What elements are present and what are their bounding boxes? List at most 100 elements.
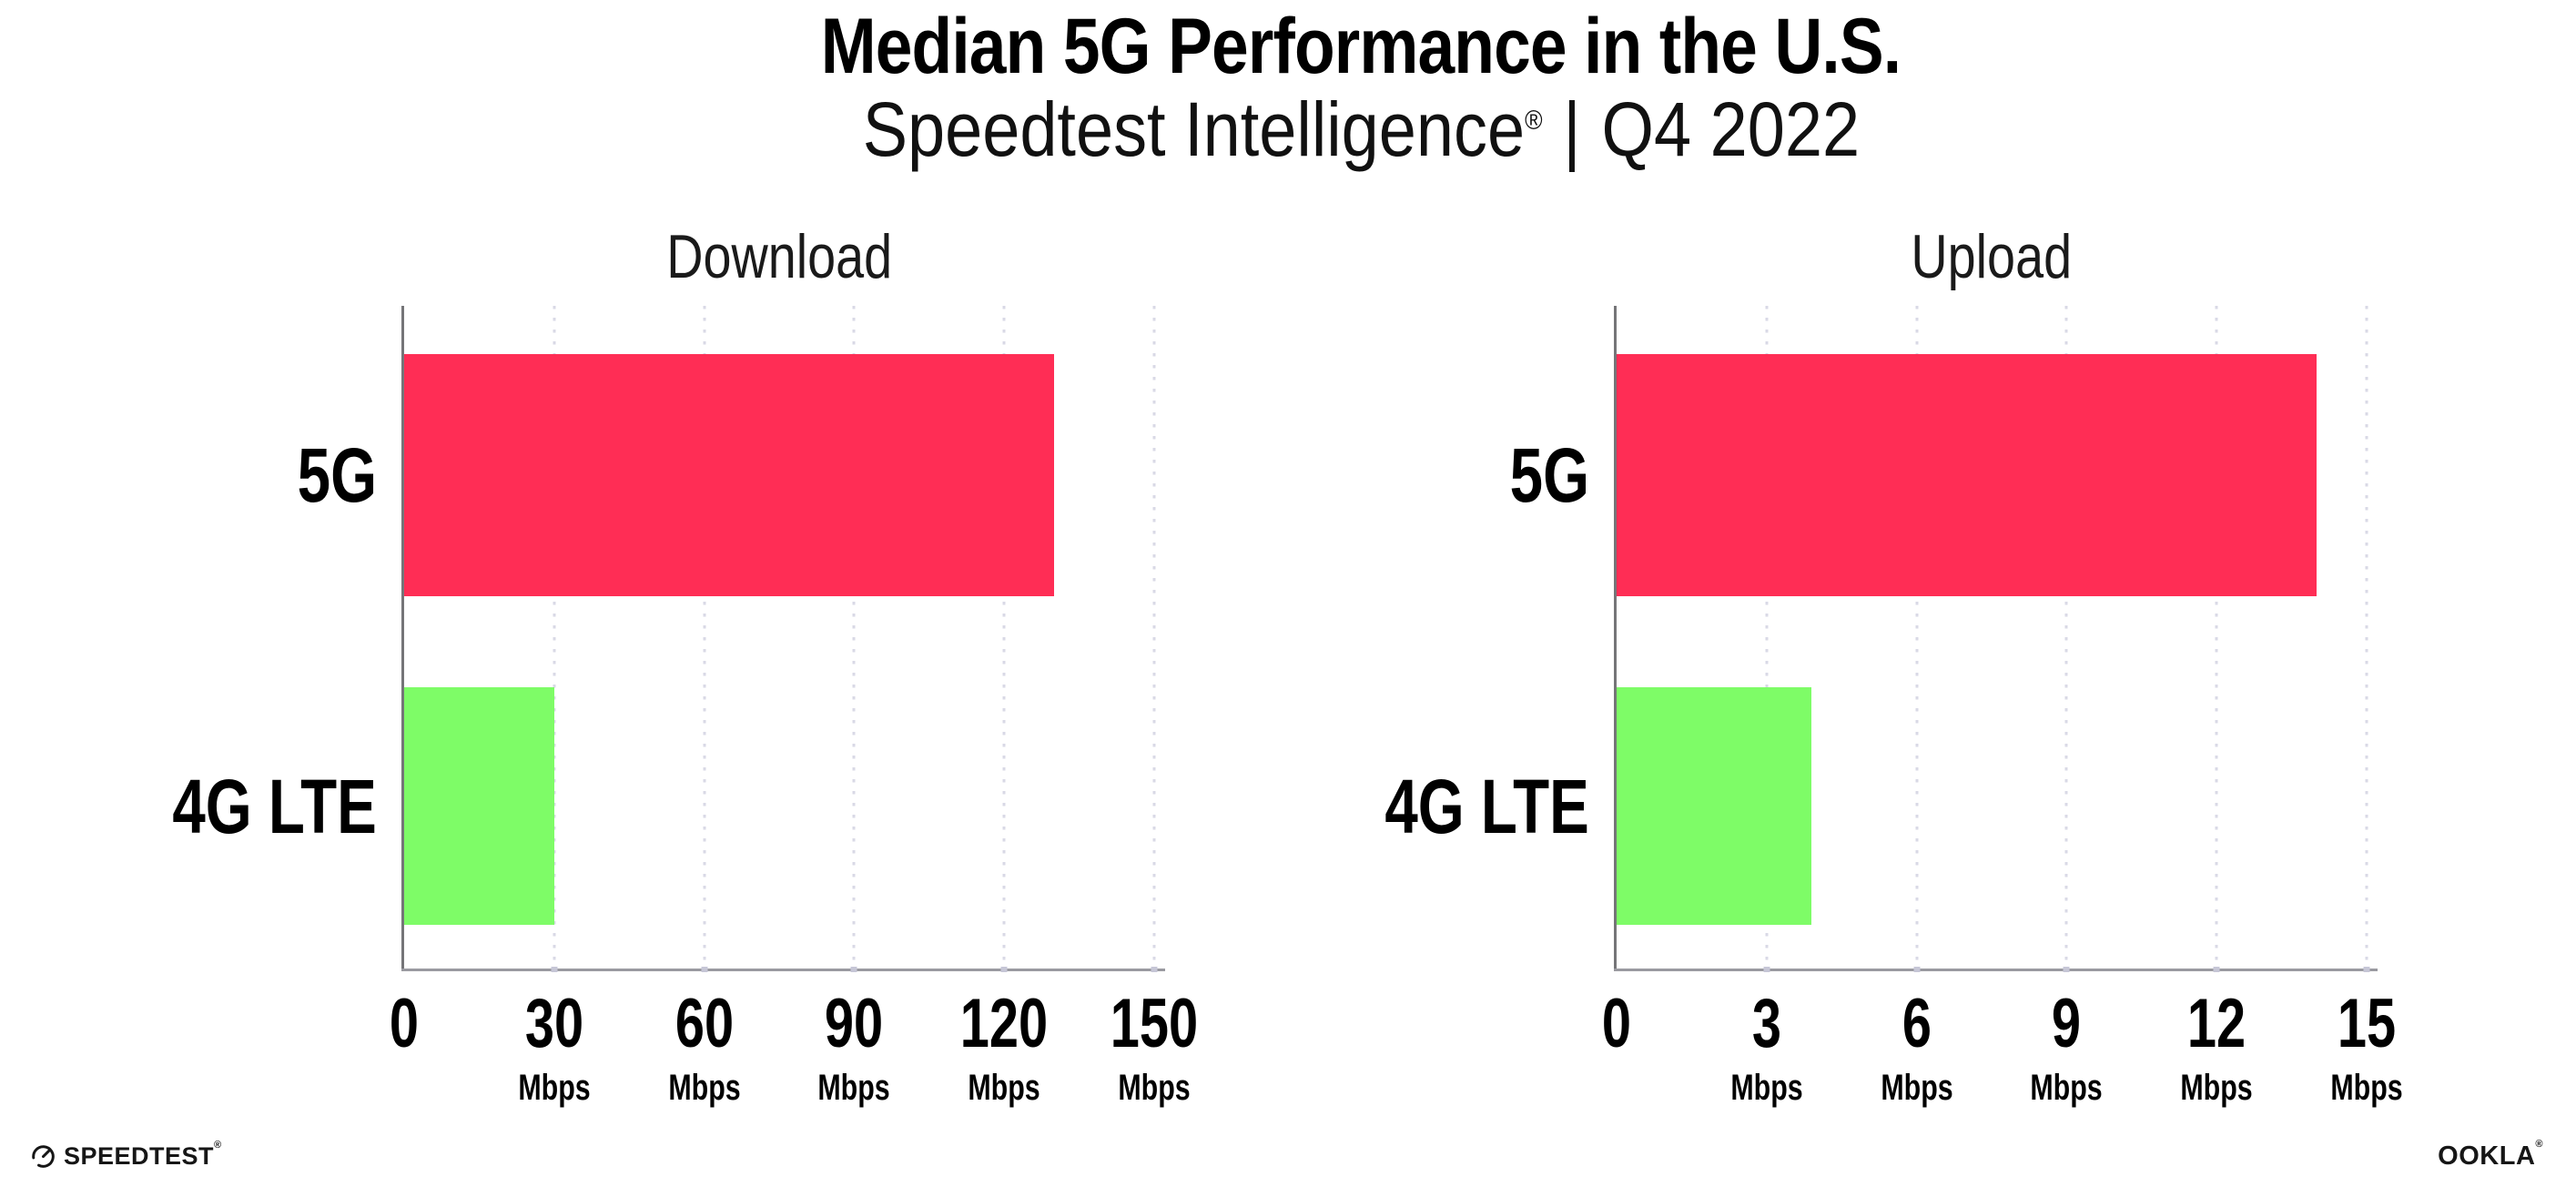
axis-tick-dot [2063, 967, 2070, 972]
gridline [1915, 306, 1919, 969]
category-label: 4G LTE [1225, 687, 1589, 925]
gridline [852, 306, 856, 969]
chart-title: Download [404, 226, 1154, 288]
chart-title: Upload [1617, 226, 2367, 288]
x-tick-label-inner: 3 Mbps [1730, 985, 1803, 1108]
figure-footer: SPEEDTEST® OOKLA® [0, 1115, 2576, 1197]
chart-title-text: Upload [1911, 222, 2073, 291]
bar-5g [1617, 354, 2317, 596]
subtitle-brand: Speedtest Intelligence [862, 86, 1525, 172]
x-tick-label-inner: 15 Mbps [2330, 985, 2402, 1107]
figure-subtitle: Speedtest Intelligence® | Q4 2022 [146, 91, 2576, 167]
figure-title-text: Median 5G Performance in the U.S. [820, 3, 1902, 90]
gridline [1152, 306, 1156, 969]
x-tick-value: 30 [524, 985, 583, 1062]
x-tick-unit: Mbps [2030, 1068, 2104, 1108]
x-tick-unit: Mbps [518, 1068, 591, 1108]
x-axis-line [1614, 969, 2378, 971]
category-label: 5G [1225, 354, 1589, 596]
axis-tick-dot [2363, 967, 2370, 972]
gridline [2064, 306, 2068, 969]
plot-area [401, 306, 1165, 972]
x-tick-label-inner: 90 Mbps [817, 985, 891, 1108]
x-tick-label: 90 Mbps [806, 985, 901, 1108]
axis-tick-dot [850, 967, 857, 972]
x-tick-value: 6 [1902, 985, 1932, 1062]
axis-tick-dot [1913, 967, 1921, 972]
category-label-text: 5G [297, 432, 377, 518]
x-tick-unit: Mbps [1880, 1068, 1953, 1108]
x-tick-value: 3 [1751, 985, 1781, 1062]
gridline [703, 306, 706, 969]
figure-title: Median 5G Performance in the U.S. [146, 7, 2576, 86]
ookla-logo: OOKLA® [2438, 1140, 2543, 1171]
gridline [553, 306, 556, 969]
x-tick-value: 60 [674, 985, 734, 1062]
x-tick-label: 60 Mbps [656, 985, 751, 1108]
x-tick-label-inner: 0 [390, 989, 419, 1059]
axis-tick-dot [551, 967, 558, 972]
ookla-trademark-icon: ® [2535, 1139, 2543, 1150]
category-label: 4G LTE [13, 687, 377, 925]
subtitle-period: Q4 2022 [1601, 86, 1860, 172]
x-tick-unit: Mbps [1730, 1068, 1803, 1108]
speedtest-wordmark: SPEEDTEST® [64, 1139, 222, 1170]
x-tick-label: 9 Mbps [2019, 985, 2114, 1108]
x-tick-label-inner: 0 [1602, 989, 1631, 1059]
x-tick-value: 9 [2052, 985, 2082, 1062]
gridline [1002, 306, 1006, 969]
x-tick-label: 6 Mbps [1869, 985, 1963, 1108]
x-tick-label-inner: 12 Mbps [2180, 985, 2253, 1108]
figure-subtitle-text: Speedtest Intelligence® | Q4 2022 [862, 91, 1859, 167]
axis-tick-dot [2213, 967, 2220, 972]
x-tick-label-inner: 150 Mbps [1110, 985, 1199, 1108]
x-tick-value: 12 [2187, 985, 2246, 1062]
plot-area [1614, 306, 2378, 972]
bar-4g-lte [1617, 687, 1812, 925]
y-axis-line [1614, 306, 1617, 971]
x-tick-label-inner: 30 Mbps [518, 985, 591, 1108]
x-axis-line [401, 969, 1165, 971]
x-tick-unit: Mbps [1118, 1068, 1191, 1108]
x-tick-value: 0 [389, 985, 420, 1062]
x-tick-value: 0 [1601, 985, 1632, 1062]
axis-tick-dot [1151, 967, 1158, 972]
category-label-text: 4G LTE [172, 763, 377, 849]
figure-header: Median 5G Performance in the U.S. Speedt… [146, 0, 2576, 167]
x-tick-value: 150 [1110, 985, 1199, 1062]
x-tick-label: 0 [385, 989, 423, 1059]
x-tick-label-inner: 60 Mbps [667, 985, 741, 1108]
x-tick-label: 3 Mbps [1719, 985, 1814, 1108]
x-tick-label: 12 Mbps [2169, 985, 2264, 1108]
speedtest-trademark-icon: ® [214, 1139, 222, 1151]
x-tick-unit: Mbps [817, 1068, 891, 1108]
x-tick-label: 0 [1597, 989, 1636, 1059]
axis-tick-dot [1763, 967, 1770, 972]
bar-4g-lte [404, 687, 554, 925]
speedtest-logo: SPEEDTEST® [31, 1139, 222, 1170]
category-label-text: 4G LTE [1384, 763, 1589, 849]
subtitle-separator: | [1563, 86, 1581, 172]
x-tick-label-inner: 6 Mbps [1880, 985, 1953, 1108]
ookla-wordmark: OOKLA [2438, 1141, 2536, 1171]
x-tick-label: 15 Mbps [2319, 985, 2414, 1107]
gridline [2365, 306, 2368, 969]
bar-5g [404, 354, 1055, 596]
x-tick-unit: Mbps [2180, 1068, 2253, 1108]
x-tick-value: 90 [825, 985, 884, 1062]
x-tick-label-inner: 9 Mbps [2030, 985, 2104, 1108]
x-tick-label: 150 Mbps [1097, 985, 1212, 1108]
registered-trademark-icon: ® [1524, 106, 1543, 136]
x-tick-label: 120 Mbps [947, 985, 1062, 1108]
speedtest-gauge-icon [32, 1145, 55, 1168]
x-tick-unit: Mbps [667, 1068, 741, 1108]
x-tick-value: 120 [959, 985, 1049, 1062]
category-label-text: 5G [1509, 432, 1589, 518]
x-tick-unit: Mbps [968, 1068, 1040, 1108]
x-tick-value: 15 [2337, 985, 2397, 1062]
chart-title-text: Download [665, 222, 892, 291]
axis-tick-dot [701, 967, 708, 972]
gridline [1765, 306, 1769, 969]
x-tick-label: 30 Mbps [507, 985, 602, 1108]
